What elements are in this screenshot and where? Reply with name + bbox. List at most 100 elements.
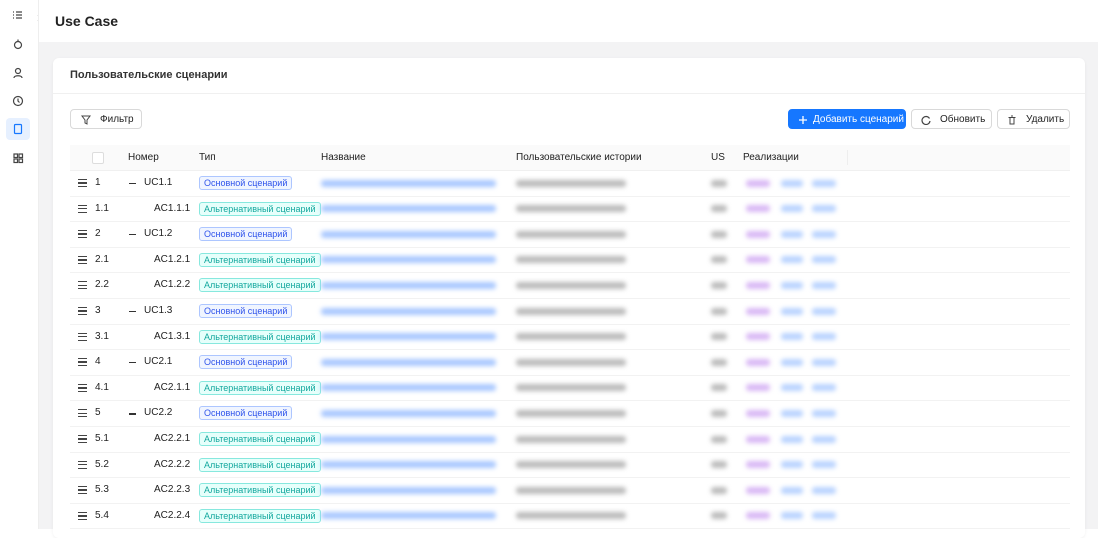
redacted-content [746, 358, 770, 366]
column-header: US [711, 152, 725, 163]
sidebar-icons [6, 11, 38, 164]
redacted-content [781, 179, 803, 187]
refresh-icon [921, 115, 931, 125]
redacted-content [781, 486, 803, 494]
column-header: Номер [128, 152, 159, 163]
redacted-content [321, 384, 496, 392]
column-header: Реализации [743, 152, 799, 163]
redacted-content [781, 435, 803, 443]
type-tag: Альтернативный сценарий [199, 252, 321, 267]
redacted-content [781, 256, 803, 264]
redacted-content [516, 281, 626, 289]
collapse-toggle[interactable] [129, 183, 136, 185]
type-tag: Основной сценарий [199, 304, 293, 318]
scenario-code: AC1.3.1 [154, 330, 191, 342]
redacted-content [321, 205, 496, 213]
collapse-toggle[interactable] [129, 362, 136, 364]
drag-handle[interactable] [78, 358, 87, 367]
drag-handle[interactable] [78, 281, 87, 290]
delete-button[interactable]: Удалить [997, 109, 1070, 129]
plus-icon [799, 116, 807, 124]
redacted-content [516, 333, 626, 341]
redacted-content [321, 230, 496, 238]
refresh-button[interactable]: Обновить [911, 109, 992, 129]
drag-handle[interactable] [78, 255, 87, 264]
select-all-checkbox[interactable] [92, 152, 104, 164]
redacted-content [516, 409, 626, 417]
drag-handle[interactable] [78, 511, 87, 520]
drag-handle-mid [78, 259, 87, 261]
redacted-content [711, 409, 727, 417]
drag-handle-mid [78, 463, 87, 466]
redacted-content [321, 409, 496, 417]
refresh-label: Обновить [940, 114, 986, 125]
row-divider [70, 272, 1070, 274]
row-number: 2.1 [95, 253, 109, 265]
column-header: Название [321, 152, 366, 163]
redacted-content [781, 205, 803, 213]
drag-handle[interactable] [78, 179, 87, 187]
type-tag: Альтернативный сценарий [199, 278, 321, 293]
add-button[interactable]: Добавить сценарий [788, 109, 906, 129]
redacted-content [746, 435, 770, 443]
redacted-content [516, 435, 626, 443]
row-divider [70, 425, 1070, 427]
row-number: 1 [95, 177, 101, 188]
redacted-content [781, 307, 803, 315]
type-tag: Альтернативный сценарий [199, 432, 321, 446]
drag-handle[interactable] [78, 435, 87, 443]
page-title: Use Case [55, 13, 119, 29]
scenario-code: AC2.2.1 [154, 433, 191, 444]
drag-handle[interactable] [78, 460, 87, 469]
redacted-content [781, 409, 803, 417]
collapse-toggle[interactable] [129, 311, 136, 313]
redacted-content [516, 384, 626, 392]
drag-handle-mid [78, 438, 87, 440]
redacted-content [746, 512, 770, 520]
drag-handle[interactable] [78, 409, 87, 418]
drag-handle[interactable] [78, 307, 87, 315]
redacted-content [516, 512, 626, 520]
redacted-content [711, 461, 727, 469]
row-number: 2 [95, 228, 101, 240]
redacted-content [516, 179, 626, 187]
drag-handle[interactable] [78, 486, 87, 495]
redacted-content [711, 307, 727, 315]
drag-handle[interactable] [78, 230, 87, 239]
redacted-content [812, 461, 836, 469]
drag-handle[interactable] [78, 332, 87, 341]
scenario-code: AC2.2.4 [154, 509, 191, 521]
redacted-content [812, 333, 836, 341]
drag-handle-mid [78, 207, 87, 210]
type-tag: Альтернативный сценарий [199, 483, 321, 498]
row-number: 5.1 [95, 433, 109, 444]
redacted-content [321, 179, 496, 187]
drag-handle-mid [78, 182, 87, 184]
redacted-content [781, 461, 803, 469]
drag-handle-mid [78, 284, 87, 287]
redacted-content [746, 307, 770, 315]
collapse-toggle[interactable] [129, 413, 136, 415]
row-number: 5.3 [95, 484, 109, 496]
collapse-toggle[interactable] [129, 234, 136, 236]
row-divider [70, 451, 1070, 453]
scenario-code: AC1.2.2 [154, 279, 191, 291]
drag-handle[interactable] [78, 383, 87, 392]
column-header: Пользовательские истории [516, 152, 642, 163]
scenario-code: UC1.2 [144, 228, 173, 240]
row-divider [70, 221, 1070, 223]
drag-handle[interactable] [78, 204, 87, 213]
redacted-content [746, 179, 770, 187]
redacted-content [321, 461, 496, 469]
row-number: 5 [95, 407, 101, 419]
redacted-content [781, 333, 803, 341]
redacted-content [812, 384, 836, 392]
filter-button[interactable]: Фильтр [70, 109, 142, 129]
column-header: Тип [199, 152, 216, 163]
scenario-code: AC2.1.1 [154, 381, 191, 393]
scenario-code: AC1.1.1 [154, 202, 191, 214]
row-number: 3 [95, 305, 101, 316]
redacted-content [321, 435, 496, 443]
row-number: 5.4 [95, 509, 109, 521]
